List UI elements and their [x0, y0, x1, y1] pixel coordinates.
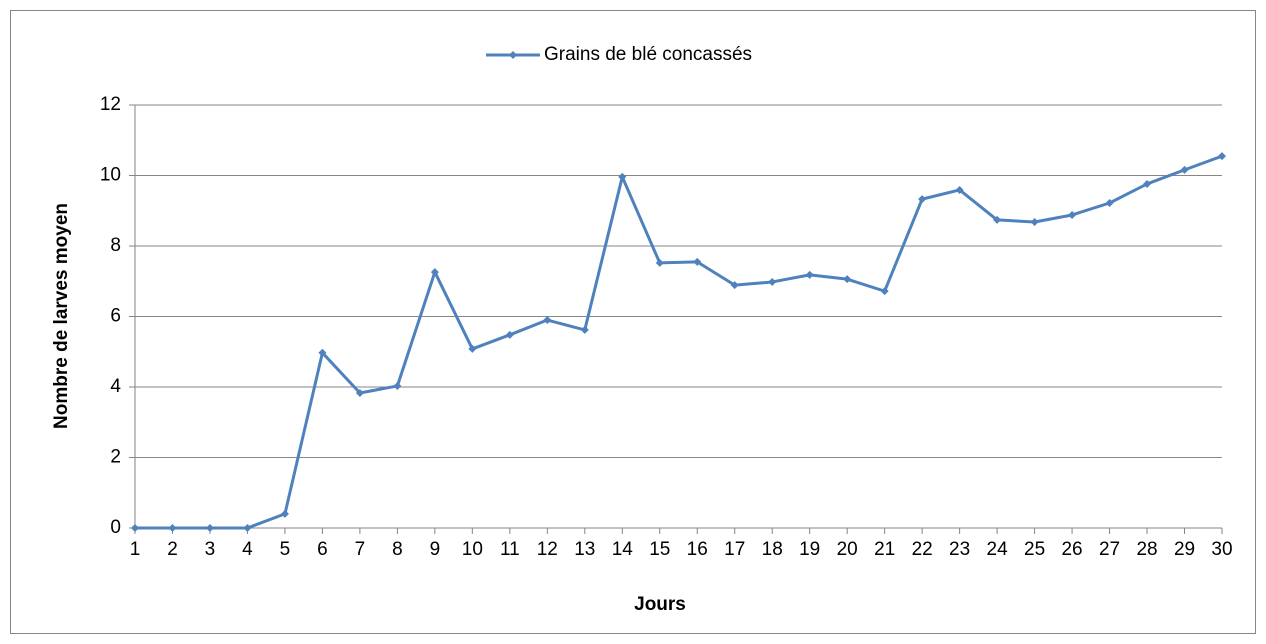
x-tick-label: 13	[574, 539, 595, 560]
x-tick-label: 12	[537, 539, 558, 560]
data-point	[243, 524, 252, 532]
x-tick-label: 3	[205, 539, 216, 560]
x-tick-label: 17	[724, 539, 745, 560]
data-point	[543, 316, 552, 325]
data-point	[318, 348, 327, 357]
data-point	[205, 524, 214, 532]
data-point	[1143, 179, 1152, 188]
x-tick-label: 28	[1136, 539, 1157, 560]
data-point	[655, 258, 664, 267]
y-tick-label: 8	[110, 235, 121, 256]
y-tick-label: 4	[110, 376, 121, 397]
y-axis-title: Nombre de larves moyen	[51, 203, 72, 429]
data-point	[505, 330, 514, 339]
data-point	[843, 275, 852, 284]
x-tick-label: 8	[392, 539, 403, 560]
x-tick-label: 18	[762, 539, 783, 560]
x-tick-label: 9	[430, 539, 441, 560]
data-point	[768, 277, 777, 286]
data-point	[993, 215, 1002, 224]
x-axis-title: Jours	[634, 594, 686, 615]
x-tick-label: 5	[280, 539, 291, 560]
data-point	[393, 381, 402, 390]
x-tick-label: 25	[1024, 539, 1045, 560]
x-tick-label: 26	[1061, 539, 1082, 560]
data-point	[168, 524, 177, 532]
legend-label: Grains de blé concassés	[544, 44, 752, 65]
y-tick-label: 0	[110, 517, 121, 538]
data-point	[693, 257, 702, 266]
x-tick-label: 11	[500, 539, 520, 560]
data-point	[618, 172, 627, 181]
data-point	[580, 325, 589, 334]
x-tick-label: 22	[912, 539, 933, 560]
data-point	[918, 195, 927, 204]
data-point	[955, 185, 964, 194]
y-tick-label: 12	[100, 94, 121, 115]
data-point	[1218, 152, 1226, 161]
x-tick-label: 1	[130, 539, 141, 560]
data-point	[1068, 210, 1077, 219]
data-point	[730, 281, 739, 290]
data-point	[805, 270, 814, 279]
legend-marker	[509, 51, 517, 59]
x-tick-label: 16	[687, 539, 708, 560]
data-point	[280, 509, 289, 518]
data-point	[131, 524, 139, 532]
data-point	[1105, 198, 1114, 207]
x-tick-label: 27	[1099, 539, 1120, 560]
x-tick-label: 29	[1174, 539, 1195, 560]
chart-frame	[10, 10, 1256, 634]
x-tick-label: 20	[837, 539, 858, 560]
x-tick-label: 10	[462, 539, 483, 560]
x-tick-label: 24	[987, 539, 1009, 560]
series-line	[135, 154, 1223, 530]
x-tick-label: 6	[317, 539, 328, 560]
data-point	[468, 344, 477, 353]
y-tick-label: 10	[100, 165, 121, 186]
x-tick-label: 21	[874, 539, 895, 560]
data-point	[355, 388, 364, 397]
data-point	[1030, 218, 1039, 227]
x-tick-label: 19	[799, 539, 820, 560]
x-tick-label: 7	[355, 539, 366, 560]
data-point	[430, 268, 439, 277]
x-tick-label: 14	[612, 539, 634, 560]
x-tick-label: 15	[649, 539, 670, 560]
y-tick-label: 2	[110, 447, 121, 468]
y-tick-label: 6	[110, 306, 121, 327]
x-tick-label: 23	[949, 539, 970, 560]
x-tick-label: 30	[1211, 539, 1232, 560]
x-tick-label: 4	[242, 539, 253, 560]
x-tick-label: 2	[167, 539, 178, 560]
data-point	[880, 287, 889, 296]
data-point	[1180, 165, 1189, 174]
